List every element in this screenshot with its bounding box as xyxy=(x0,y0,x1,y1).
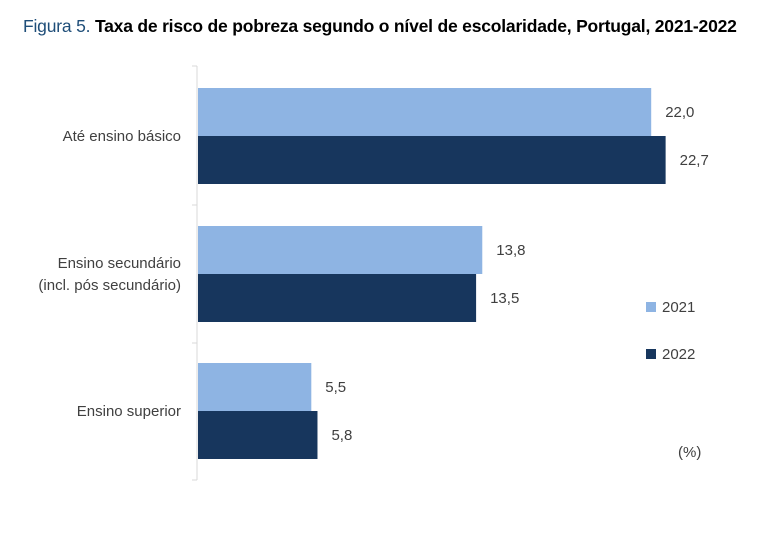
data-label-2022-3: 5,8 xyxy=(331,427,352,444)
bar-2022-3 xyxy=(198,411,318,459)
legend-label-2022: 2022 xyxy=(662,346,695,363)
bar-2021-1 xyxy=(198,88,652,136)
bar-2021-3 xyxy=(198,363,312,411)
unit-label: (%) xyxy=(678,444,701,461)
bar-2021-2 xyxy=(198,226,483,274)
legend-swatch-2022 xyxy=(646,349,656,359)
figure-title: Taxa de risco de pobreza segundo o nível… xyxy=(94,16,737,36)
bar-2022-2 xyxy=(198,274,477,322)
data-label-2021-1: 22,0 xyxy=(665,104,694,121)
legend-label-2021: 2021 xyxy=(662,299,695,316)
category-label-1: Até ensino básico xyxy=(63,128,181,145)
data-label-2022-1: 22,7 xyxy=(680,152,709,169)
figure-number: Figura 5. xyxy=(23,16,91,36)
data-label-2021-2: 13,8 xyxy=(496,242,525,259)
bar-2022-1 xyxy=(198,136,666,184)
data-label-2022-2: 13,5 xyxy=(490,290,519,307)
legend-swatch-2021 xyxy=(646,302,656,312)
category-label-3: Ensino superior xyxy=(77,403,181,420)
category-label-2: Ensino secundário (incl. pós secundário) xyxy=(38,255,181,294)
data-label-2021-3: 5,5 xyxy=(325,379,346,396)
chart-title: Figura 5. Taxa de risco de pobreza segun… xyxy=(23,16,737,37)
